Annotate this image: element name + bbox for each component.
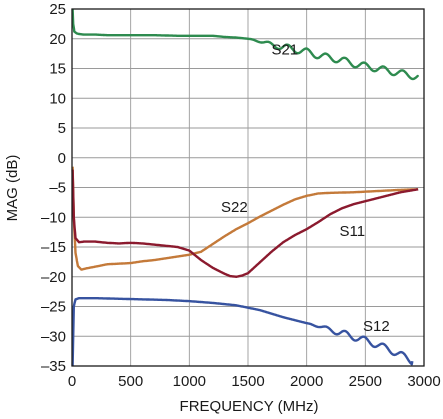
series-line-s12 [71,297,414,367]
x-tick-label: 500 [118,373,143,390]
y-tick-label: 10 [49,90,66,107]
y-tick-label: –20 [41,269,66,286]
y-tick-label: –25 [41,299,66,316]
y-tick-label: 15 [49,61,66,78]
series-line-s21 [71,8,420,81]
y-tick-labels: 25 20 15 10 5 0 –5 –10 –15 –20 –25 –30 –35 [41,1,66,375]
y-axis-title: MAG (dB) [4,155,21,222]
series-label-s11: S11 [340,223,366,240]
series-labels: S21 S22 S11 S12 [221,41,390,335]
series-label-s12: S12 [363,318,390,335]
x-tick-label: 2500 [349,373,382,390]
x-tick-label: 1500 [231,373,264,390]
chart-series-group [71,8,420,367]
series-label-s21: S21 [271,41,298,58]
y-tick-label: 25 [49,1,66,18]
chart-grid [71,8,425,367]
series-line-s11 [71,169,419,278]
x-tick-labels: 0 500 1000 1500 2000 2500 3000 [68,373,441,390]
x-tick-label: 2000 [290,373,323,390]
x-tick-label: 1000 [173,373,206,390]
y-tick-label: –35 [41,358,66,375]
series-line-s22 [71,166,419,271]
y-tick-label: 0 [58,150,66,167]
y-tick-label: 5 [58,120,66,137]
x-tick-label: 0 [68,373,76,390]
series-label-s22: S22 [221,199,248,216]
plot-area-frame [71,8,425,367]
y-tick-label: –10 [41,209,66,226]
y-tick-label: –15 [41,239,66,256]
y-tick-label: 20 [49,31,66,48]
y-tick-label: –30 [41,328,66,345]
x-tick-label: 3000 [407,373,440,390]
x-axis-title: FREQUENCY (MHz) [180,398,319,415]
y-tick-label: –5 [49,180,66,197]
